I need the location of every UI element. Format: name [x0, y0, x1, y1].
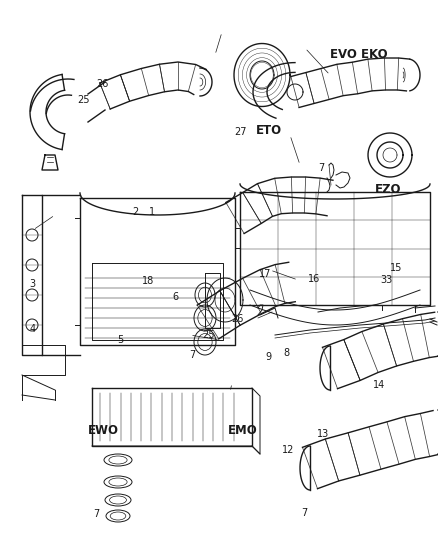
Text: 2: 2 [132, 207, 138, 217]
Text: 1: 1 [149, 207, 155, 217]
Text: 7: 7 [301, 508, 307, 518]
Text: EVO EKO: EVO EKO [330, 48, 388, 61]
Text: 13: 13 [317, 430, 329, 439]
Text: 15: 15 [390, 263, 403, 272]
Text: 6: 6 [172, 293, 178, 302]
Text: 26: 26 [96, 79, 109, 89]
Text: 17: 17 [259, 270, 271, 279]
Text: 27: 27 [234, 127, 246, 137]
Text: ETO: ETO [256, 124, 283, 137]
Text: 25: 25 [202, 330, 214, 340]
Text: 5: 5 [117, 335, 124, 344]
Text: 16: 16 [308, 274, 321, 284]
Text: EWO: EWO [88, 424, 118, 437]
Text: 3: 3 [29, 279, 35, 288]
Text: 18: 18 [142, 277, 154, 286]
Text: 9: 9 [265, 352, 271, 361]
Text: EMO: EMO [228, 424, 258, 437]
Text: 7: 7 [318, 163, 324, 173]
Text: 7: 7 [93, 510, 99, 519]
Text: 4: 4 [30, 324, 36, 334]
Text: 14: 14 [373, 380, 385, 390]
Text: 33: 33 [380, 275, 392, 285]
Text: EZO: EZO [374, 183, 401, 196]
Text: 26: 26 [231, 314, 244, 324]
Text: 12: 12 [282, 446, 294, 455]
Text: 25: 25 [77, 95, 89, 105]
Text: 7: 7 [190, 350, 196, 360]
Text: 8: 8 [284, 349, 290, 358]
